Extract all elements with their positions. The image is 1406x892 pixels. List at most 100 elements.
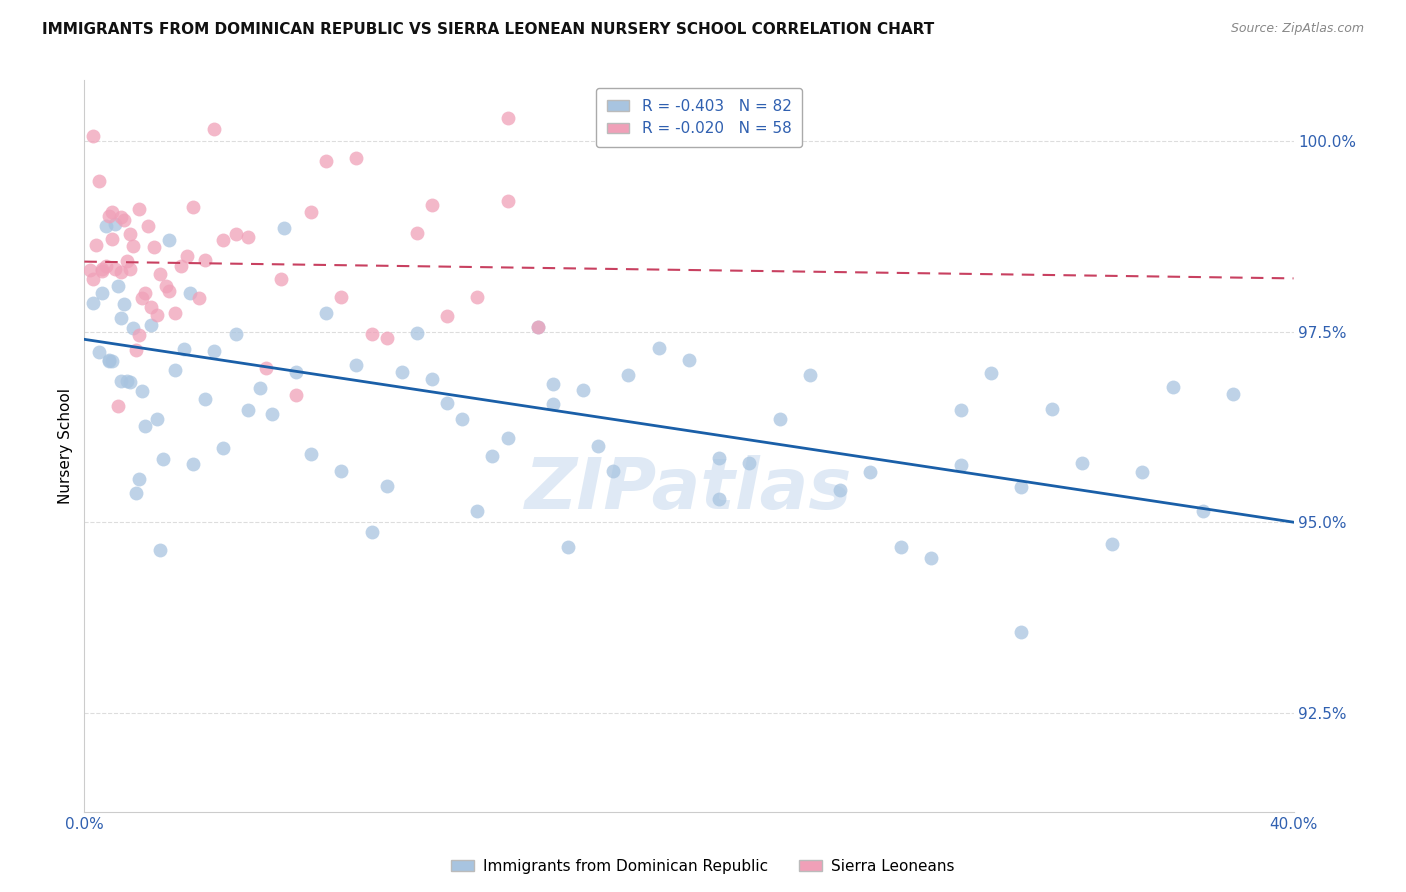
Point <box>139 300 162 314</box>
Point <box>107 279 129 293</box>
Point <box>1192 504 1215 518</box>
Point <box>678 352 700 367</box>
Point <box>128 472 150 486</box>
Point <box>181 200 204 214</box>
Point <box>179 285 201 300</box>
Point <box>128 202 150 216</box>
Point <box>890 540 912 554</box>
Point <box>118 375 141 389</box>
Point <box>330 290 353 304</box>
Point <box>94 219 117 234</box>
Point <box>131 384 153 398</box>
Point <box>110 211 132 225</box>
Point <box>541 377 564 392</box>
Point <box>375 479 398 493</box>
Point <box>360 326 382 341</box>
Point <box>830 483 852 497</box>
Point <box>406 326 429 341</box>
Point <box>330 464 353 478</box>
Point <box>118 261 141 276</box>
Point <box>236 402 259 417</box>
Point <box>273 221 295 235</box>
Point <box>527 320 550 334</box>
Point <box>188 291 211 305</box>
Point <box>146 308 169 322</box>
Point <box>82 296 104 310</box>
Point <box>557 540 579 554</box>
Point <box>920 551 942 566</box>
Point <box>436 396 458 410</box>
Point <box>110 310 132 325</box>
Point <box>91 285 114 300</box>
Y-axis label: Nursery School: Nursery School <box>58 388 73 504</box>
Point <box>541 396 564 410</box>
Point <box>97 209 120 223</box>
Point <box>107 400 129 414</box>
Point <box>100 354 122 368</box>
Point <box>738 457 761 471</box>
Point <box>496 194 519 209</box>
Point <box>451 412 474 426</box>
Point <box>375 331 398 345</box>
Point <box>91 264 114 278</box>
Point <box>406 226 429 240</box>
Point <box>194 253 217 268</box>
Point <box>496 432 519 446</box>
Point <box>155 278 177 293</box>
Legend: R = -0.403   N = 82, R = -0.020   N = 58: R = -0.403 N = 82, R = -0.020 N = 58 <box>596 88 803 147</box>
Point <box>176 249 198 263</box>
Point <box>315 154 337 169</box>
Point <box>181 458 204 472</box>
Point <box>170 259 193 273</box>
Point <box>254 361 277 376</box>
Point <box>212 233 235 247</box>
Point <box>125 343 148 357</box>
Point <box>481 449 503 463</box>
Point <box>799 368 821 382</box>
Point <box>1130 465 1153 479</box>
Point <box>360 524 382 539</box>
Point <box>950 403 973 417</box>
Point <box>617 368 640 382</box>
Point <box>94 259 117 273</box>
Point <box>104 217 127 231</box>
Legend: Immigrants from Dominican Republic, Sierra Leoneans: Immigrants from Dominican Republic, Sier… <box>446 853 960 880</box>
Point <box>467 504 489 518</box>
Point <box>420 198 443 212</box>
Point <box>128 328 150 343</box>
Point <box>139 318 162 333</box>
Point <box>86 237 108 252</box>
Point <box>136 219 159 234</box>
Point <box>125 486 148 500</box>
Point <box>91 262 114 277</box>
Point <box>859 466 882 480</box>
Point <box>134 418 156 433</box>
Point <box>1071 456 1094 470</box>
Point <box>202 343 225 358</box>
Point <box>146 412 169 426</box>
Point <box>82 272 104 286</box>
Point <box>1040 402 1063 417</box>
Point <box>100 232 122 246</box>
Point <box>527 320 550 334</box>
Point <box>1161 380 1184 394</box>
Point <box>134 286 156 301</box>
Point <box>157 234 180 248</box>
Point <box>131 291 153 305</box>
Point <box>236 230 259 244</box>
Point <box>110 374 132 388</box>
Point <box>202 121 225 136</box>
Point <box>97 352 120 367</box>
Point <box>346 151 368 165</box>
Point <box>225 227 247 242</box>
Point <box>110 265 132 279</box>
Point <box>152 451 174 466</box>
Point <box>299 205 322 219</box>
Point <box>89 174 111 188</box>
Point <box>142 239 165 253</box>
Point <box>97 354 120 368</box>
Point <box>212 441 235 455</box>
Point <box>118 227 141 242</box>
Point <box>588 439 610 453</box>
Point <box>115 253 138 268</box>
